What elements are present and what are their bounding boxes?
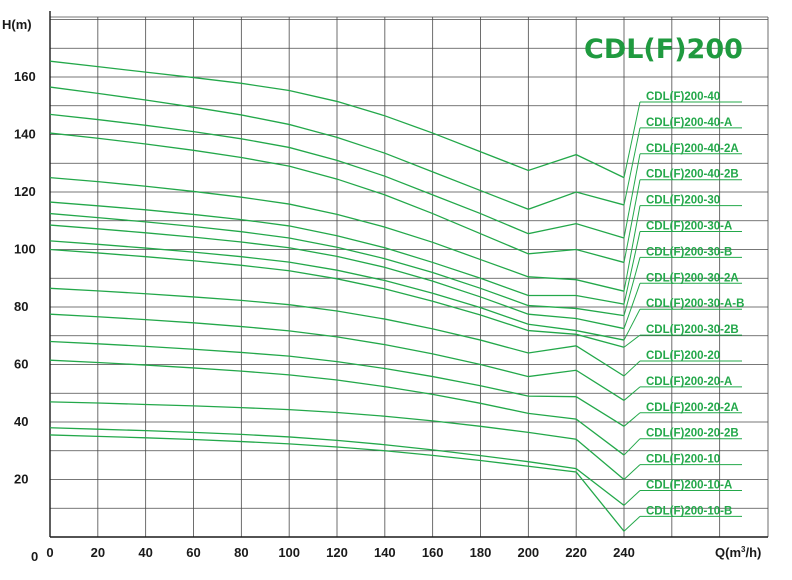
curve-labels: CDL(F)200-40 CDL(F)200-40-A CDL(F)200-40-2…: [623, 91, 744, 532]
series-line: [49, 287, 625, 377]
label-leader-line: [623, 438, 641, 456]
x-tick-label: 160: [422, 545, 444, 560]
label-leader-line: [623, 412, 641, 427]
label-leader-line: [623, 179, 641, 263]
series-label: CDL(F)200-40: [646, 91, 720, 103]
x-tick-label: 200: [517, 545, 539, 560]
series-label: CDL(F)200-20: [646, 350, 720, 362]
label-leader-line: [623, 283, 641, 329]
series-label: CDL(F)200-30-2A: [646, 272, 739, 284]
y-tick-label: 140: [14, 127, 36, 142]
series-label: CDL(F)200-10-A: [646, 480, 732, 492]
label-leader-line: [623, 308, 641, 341]
x-tick-label: 120: [326, 545, 348, 560]
label-leader-line: [623, 490, 641, 506]
x-tick-label: 80: [234, 545, 248, 560]
series-label: CDL(F)200-20-2A: [646, 402, 739, 414]
series-label: CDL(F)200-40-A: [646, 117, 732, 129]
series-line: [49, 86, 625, 210]
series-line: [49, 201, 625, 305]
series-label: CDL(F)200-30: [646, 195, 720, 207]
y-tick-label: 120: [14, 184, 36, 199]
label-leader-line: [623, 127, 641, 206]
x-tick-label: 240: [613, 545, 635, 560]
y-tick-label: 40: [14, 414, 28, 429]
y-tick-label: 160: [14, 69, 36, 84]
origin-label: 0: [31, 549, 38, 564]
series-label: CDL(F)200-20-A: [646, 376, 732, 388]
x-tick-label: 220: [565, 545, 587, 560]
series-label: CDL(F)200-40-2B: [646, 169, 739, 181]
series-line: [49, 427, 625, 506]
label-leader-line: [623, 101, 641, 178]
series-line: [49, 434, 625, 532]
label-leader-line: [623, 464, 641, 480]
series-line: [49, 248, 625, 348]
label-leader-line: [623, 231, 641, 305]
chart-axes: 20 40 60 80 100 120 140 160 180 200 220 240 00 20 40 60…: [14, 11, 768, 564]
x-tick-label: 140: [374, 545, 396, 560]
label-leader-line: [623, 386, 641, 401]
y-tick-label: 80: [14, 299, 28, 314]
y-tick-label: 60: [14, 357, 28, 372]
series-line: [49, 113, 625, 239]
series-label: CDL(F)200-30-A: [646, 221, 732, 233]
x-tick-label: 0: [46, 545, 53, 560]
series-line: [49, 212, 625, 317]
label-leader-line: [623, 516, 641, 532]
chart-grid: [50, 16, 769, 537]
series-line: [49, 240, 625, 341]
series-label: CDL(F)200-10-B: [646, 505, 732, 517]
y-axis-title: H(m): [2, 17, 32, 32]
series-label: CDL(F)200-40-2A: [646, 143, 739, 155]
x-tick-label: 180: [470, 545, 492, 560]
y-tick-label: 100: [14, 242, 36, 257]
series-label: CDL(F)200-20-2B: [646, 428, 739, 440]
series-line: [49, 340, 625, 427]
y-tick-label: 20: [14, 472, 28, 487]
x-tick-label: 40: [138, 545, 152, 560]
label-leader-line: [623, 257, 641, 316]
series-line: [49, 60, 625, 179]
series-line: [49, 313, 625, 401]
x-axis-title-main: Q(m: [715, 545, 741, 560]
label-leader-line: [623, 334, 641, 348]
x-axis-title-sup: 3: [741, 545, 746, 554]
label-leader-line: [623, 360, 641, 377]
series-label: CDL(F)200-30-B: [646, 246, 732, 258]
x-tick-label: 100: [278, 545, 300, 560]
label-leader-line: [623, 205, 641, 292]
x-axis-title: Q(m3/h): [715, 545, 761, 560]
series-label: CDL(F)200-30-2B: [646, 324, 739, 336]
series-label: CDL(F)200-30-A-B: [646, 298, 744, 310]
series-label: CDL(F)200-10: [646, 454, 720, 466]
series-line: [49, 132, 625, 264]
chart-curves: [49, 60, 625, 532]
series-line: [49, 401, 625, 480]
series-line: [49, 359, 625, 456]
label-leader-line: [623, 153, 641, 239]
x-tick-label: 20: [91, 545, 105, 560]
x-axis-title-tail: /h): [745, 545, 761, 560]
chart-title: CDL(F)200: [584, 34, 743, 65]
x-tick-label: 60: [186, 545, 200, 560]
series-line: [49, 224, 625, 330]
series-line: [49, 176, 625, 292]
